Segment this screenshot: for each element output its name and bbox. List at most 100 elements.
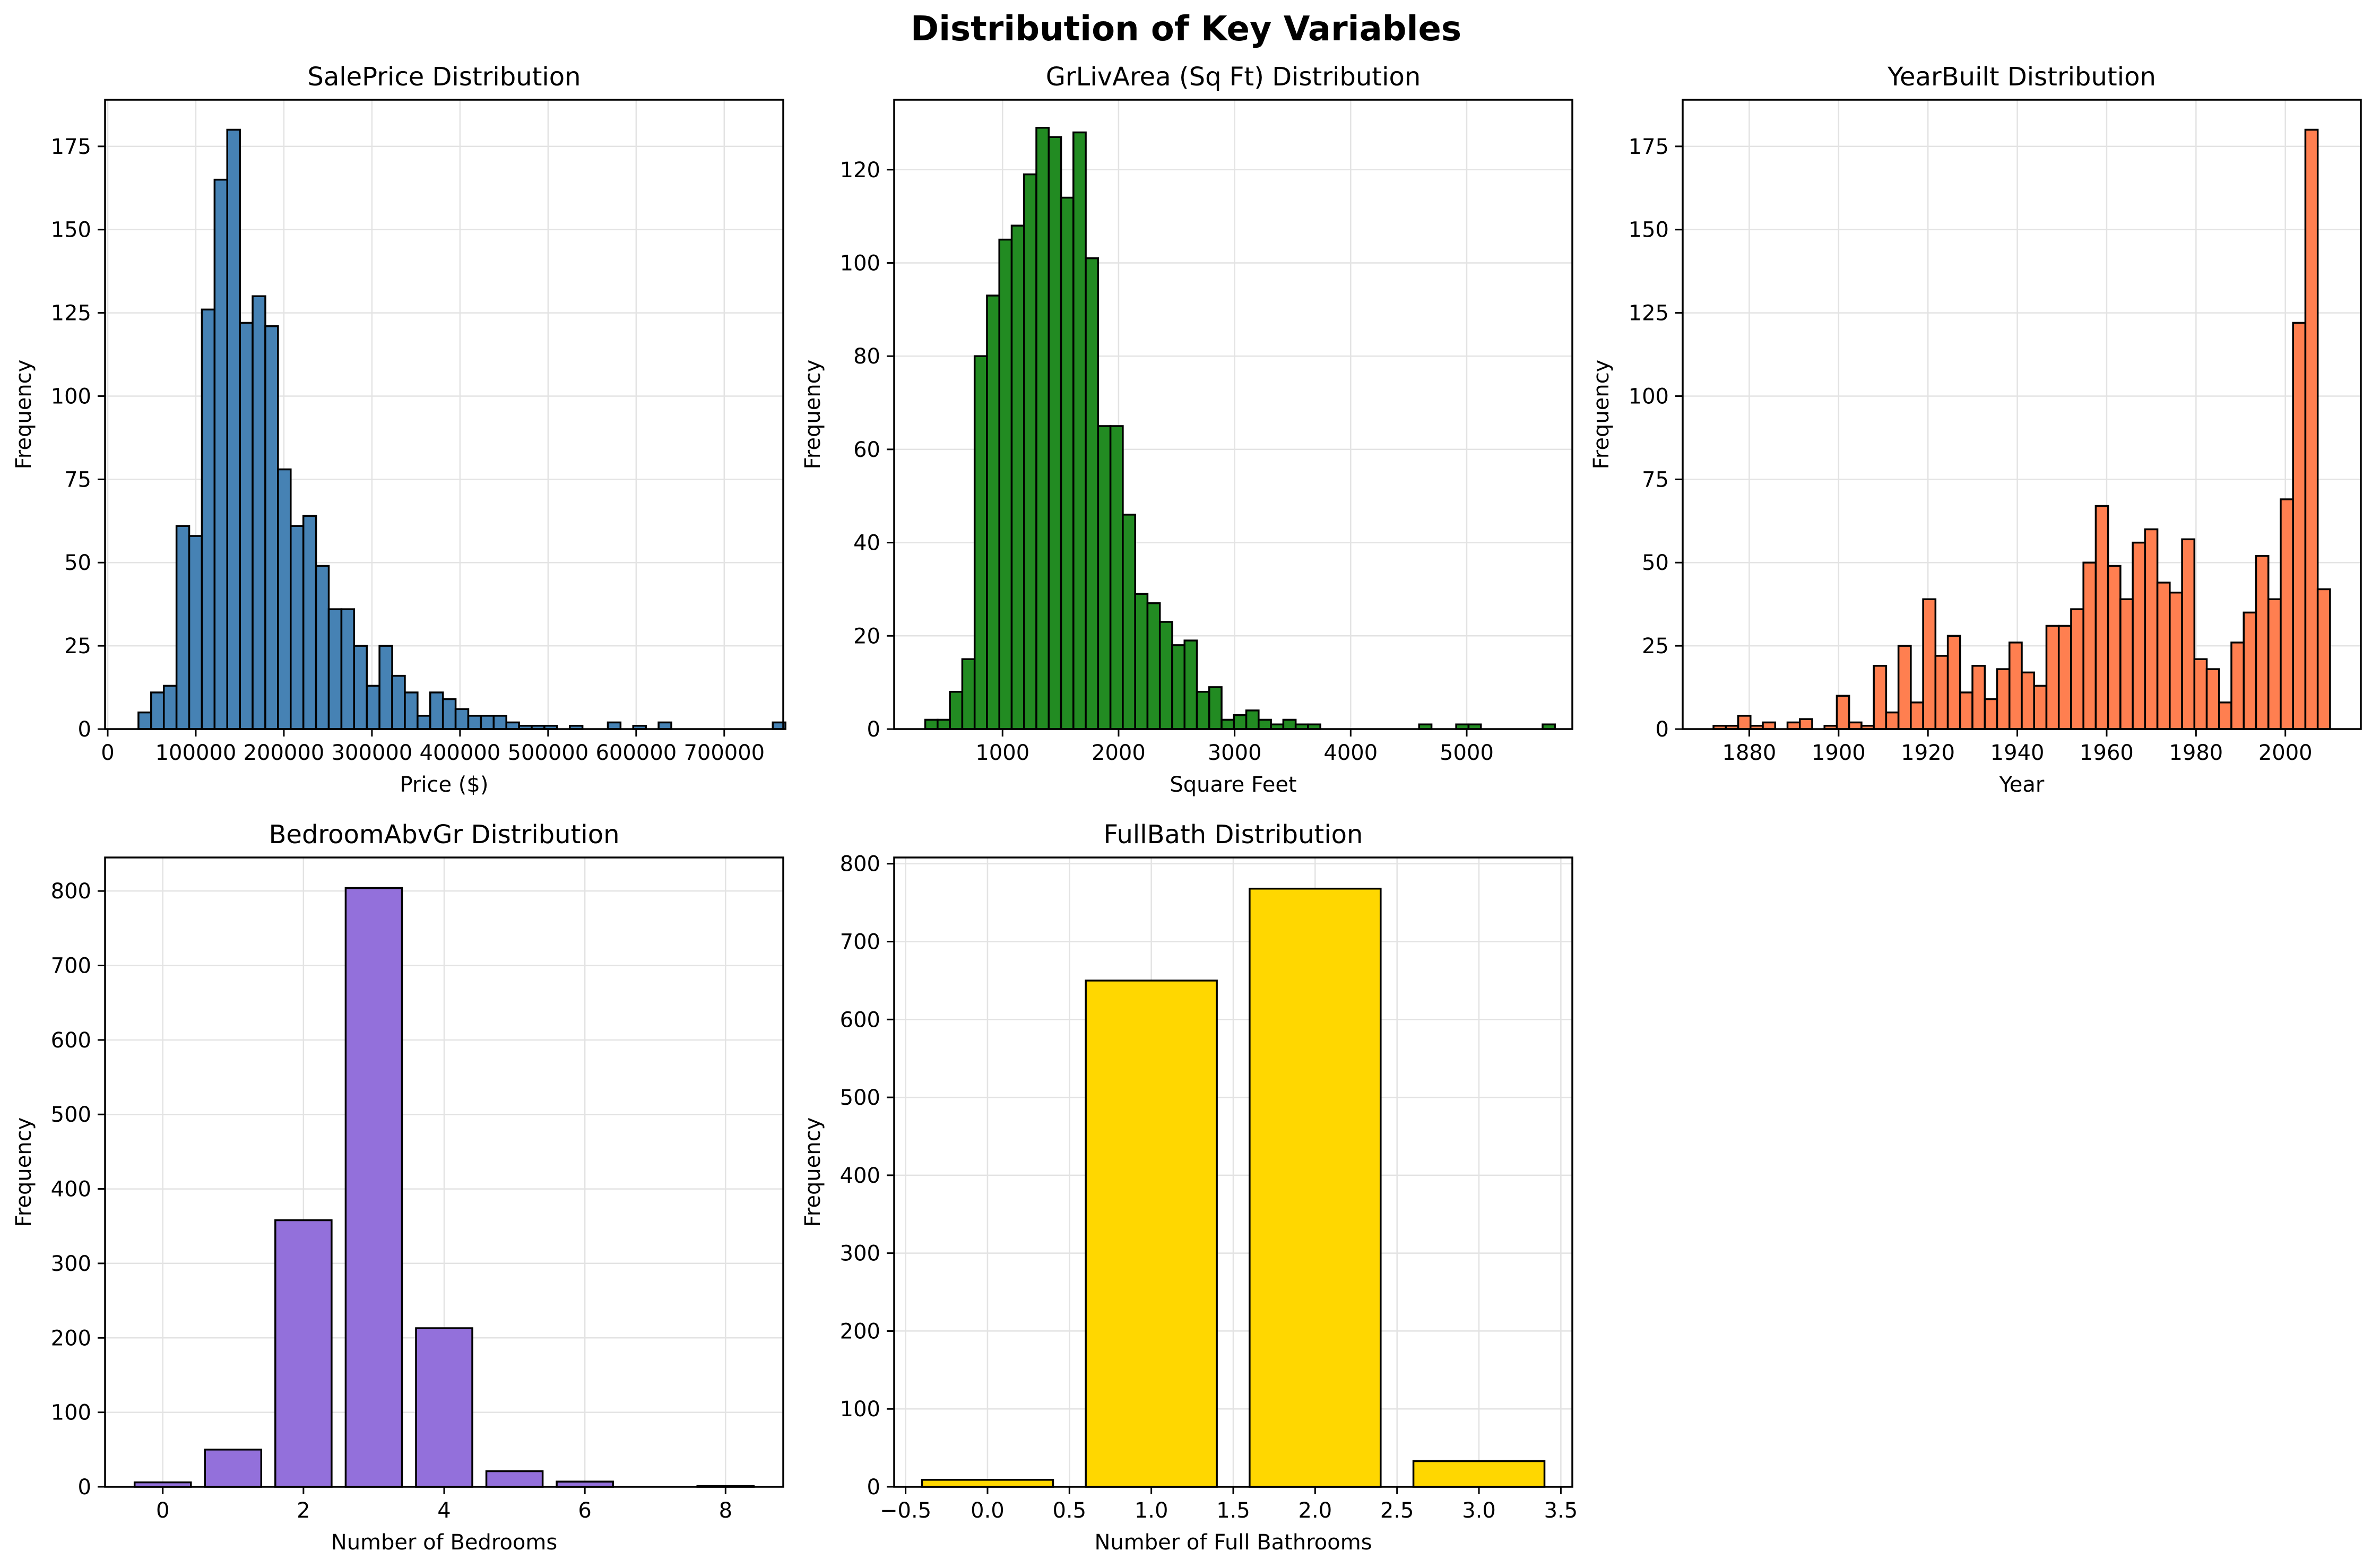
bar: [1249, 887, 1382, 1488]
bar: [2267, 598, 2282, 730]
x-tick-label: 1920: [1901, 741, 1955, 765]
axes-frame: [893, 99, 1573, 730]
bar: [949, 690, 964, 730]
y-tick-label: 80: [853, 344, 880, 369]
bar: [1097, 425, 1112, 730]
bar: [1072, 131, 1087, 730]
x-tick-label: 300000: [332, 741, 413, 765]
x-tick-label: 400000: [420, 741, 501, 765]
bar: [2304, 128, 2319, 730]
y-tick-label: 25: [1642, 634, 1669, 659]
bar: [2094, 505, 2109, 730]
y-tick-label: 0: [1656, 717, 1669, 742]
bar: [1010, 224, 1025, 730]
y-tick-label: 175: [51, 135, 91, 159]
y-tick-label: 75: [1642, 467, 1669, 492]
bar: [353, 645, 368, 730]
bar: [417, 715, 431, 730]
bar: [1971, 665, 1986, 730]
x-tick-label: 4: [437, 1498, 451, 1523]
x-tick-label: 1960: [2080, 741, 2134, 765]
x-tick-label: 2.0: [1298, 1498, 1332, 1523]
y-tick-label: 800: [51, 879, 91, 904]
x-axis-label: Year: [1999, 773, 2045, 797]
bar: [1158, 621, 1173, 730]
y-tick-label: 100: [840, 251, 880, 275]
bar: [1959, 691, 1973, 730]
bar: [290, 525, 305, 730]
bar: [986, 294, 1000, 730]
y-tick-label: 400: [840, 1164, 880, 1188]
bar: [2181, 538, 2196, 730]
y-tick-label: 200: [840, 1319, 880, 1344]
x-axis-label: Number of Bedrooms: [331, 1530, 557, 1555]
bar: [239, 322, 254, 730]
x-tick-label: 0: [156, 1498, 169, 1523]
bar: [454, 708, 470, 730]
bar: [2107, 565, 2122, 730]
bar: [1910, 701, 1924, 730]
bar: [2009, 642, 2023, 730]
chart-fullbath: −0.5 0.0 0.5 1.0 1.5 2.0 2.5 3.0 3.5 0 100 200 300 40…: [801, 820, 1578, 1555]
y-tick-label: 150: [51, 218, 91, 242]
bar: [2132, 541, 2146, 730]
bar: [2316, 588, 2331, 730]
bar: [391, 674, 406, 730]
bar: [607, 721, 622, 730]
bar: [2169, 591, 2183, 730]
bar: [378, 645, 393, 730]
bar: [315, 565, 330, 730]
bar: [921, 1479, 1054, 1488]
x-tick-label: 1980: [2169, 741, 2223, 765]
bar: [1412, 1460, 1546, 1488]
bar: [162, 685, 178, 730]
bar: [1946, 635, 1961, 730]
y-tick-label: 600: [840, 1008, 880, 1032]
y-tick-label: 400: [51, 1177, 91, 1202]
bar: [1282, 718, 1297, 730]
bar: [480, 715, 495, 730]
y-tick-label: 125: [51, 301, 91, 326]
y-tick-label: 700: [840, 930, 880, 955]
bar: [1897, 645, 1912, 730]
bar: [2070, 608, 2084, 730]
bar: [2057, 625, 2072, 730]
bar: [1885, 711, 1900, 730]
bar: [404, 691, 419, 730]
y-axis-label: Frequency: [801, 360, 825, 470]
y-tick-label: 40: [853, 531, 880, 556]
bar: [1146, 602, 1161, 730]
axes-frame: [1682, 99, 2362, 730]
y-tick-label: 200: [51, 1326, 91, 1350]
y-tick-label: 0: [867, 717, 880, 742]
bar: [973, 355, 988, 730]
bar: [137, 711, 152, 730]
x-tick-label: 2.5: [1380, 1498, 1414, 1523]
bar: [188, 535, 203, 730]
bar: [344, 887, 403, 1488]
bars: [137, 128, 786, 730]
x-tick-label: 0.5: [1052, 1498, 1086, 1523]
y-tick-label: 300: [51, 1252, 91, 1276]
figure-title: Distribution of Key Variables: [910, 10, 1462, 49]
bar: [1245, 709, 1260, 730]
x-tick-label: 3.5: [1544, 1498, 1578, 1523]
x-tick-label: 1.0: [1135, 1498, 1168, 1523]
y-axis-label: Frequency: [12, 360, 36, 470]
x-tick-label: 8: [719, 1498, 732, 1523]
chart-title: FullBath Distribution: [1104, 820, 1363, 850]
bar: [1873, 665, 1888, 730]
bar: [924, 718, 939, 730]
bar: [1934, 655, 1949, 730]
bar: [1085, 257, 1100, 730]
bar: [1762, 721, 1777, 730]
y-tick-label: 100: [1629, 384, 1669, 409]
y-axis-label: Frequency: [1589, 360, 1614, 470]
x-tick-label: 1880: [1722, 741, 1777, 765]
bar: [274, 1219, 333, 1488]
bar: [937, 718, 951, 730]
bar: [1737, 715, 1752, 730]
bar: [1836, 695, 1850, 730]
